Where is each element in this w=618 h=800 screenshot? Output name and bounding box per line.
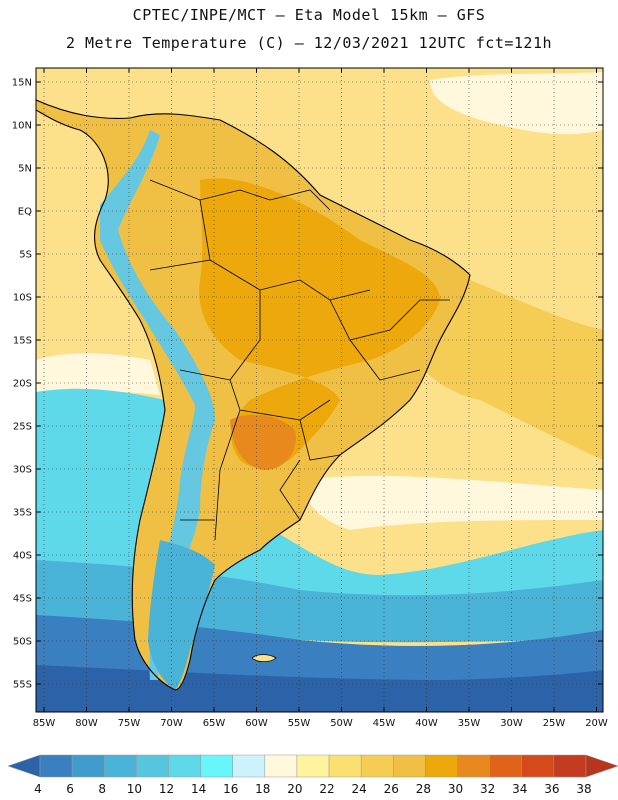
colorbar-swatch: [328, 754, 362, 778]
lat-label: 35S: [13, 508, 32, 519]
andes-cool-strip: [100, 130, 215, 680]
colorbar-swatch: [71, 754, 105, 778]
colorbar-label: 22: [319, 782, 334, 796]
colorbar-label: 30: [448, 782, 463, 796]
colorbar-label: 24: [352, 782, 367, 796]
lat-label: 5N: [18, 164, 32, 175]
colorbar-swatch: [264, 754, 298, 778]
colorbar-swatch: [553, 754, 587, 778]
lon-label: 30W: [500, 718, 523, 729]
lat-label: 10N: [12, 121, 32, 132]
lon-label: 65W: [203, 718, 226, 729]
lat-label: 25S: [13, 422, 32, 433]
cyan-region-west: [36, 388, 170, 520]
lon-label: 50W: [330, 718, 353, 729]
lon-label: 60W: [245, 718, 268, 729]
land-hot-interior: [199, 178, 440, 468]
colorbar-swatch: [103, 754, 137, 778]
colorbar-label: 12: [159, 782, 174, 796]
pale-band-east: [300, 475, 603, 530]
lon-label: 55W: [288, 718, 311, 729]
pale-band-west: [36, 353, 160, 395]
lon-label: 75W: [118, 718, 141, 729]
longitude-labels: 85W 80W 75W 70W 65W 60W 55W 50W 45W 40W 35W 30W 25W 2…: [33, 718, 608, 729]
colorbar-swatch: [39, 754, 73, 778]
lat-label: 50S: [13, 637, 32, 648]
colorbar-swatch: [393, 754, 426, 778]
colorbar-label: 28: [416, 782, 431, 796]
lon-label: 25W: [543, 718, 566, 729]
colorbar-swatch: [200, 754, 233, 778]
lon-label: 80W: [75, 718, 98, 729]
lat-label: 55S: [13, 680, 32, 691]
colorbar-swatch: [425, 754, 458, 778]
graticule: [36, 68, 603, 712]
lat-label: EQ: [18, 207, 32, 218]
lon-label: 45W: [373, 718, 396, 729]
colorbar-label: 16: [223, 782, 238, 796]
colorbar-swatch: [360, 754, 394, 778]
colorbar-labels: 4 6 8 10 12 14 16 18 20 22 24 26 28 30 32 34 36 38: [34, 782, 591, 796]
malvinas-islands: [251, 654, 277, 663]
land-hottest-chaco: [230, 414, 296, 470]
lon-label: 20W: [585, 718, 608, 729]
colorbar-swatch: [489, 754, 523, 778]
coastline: [36, 99, 471, 691]
colorbar-label: 8: [98, 782, 106, 796]
colorbar-label: 10: [127, 782, 142, 796]
title-line-2: 2 Metre Temperature (C) – 12/03/2021 12U…: [65, 34, 553, 52]
lon-label: 85W: [33, 718, 56, 729]
colorbar-label: 4: [34, 782, 42, 796]
colorbar-swatch: [457, 754, 490, 778]
colorbar-label: 14: [191, 782, 206, 796]
temperature-field: [36, 68, 603, 712]
colorbar-swatch: [136, 754, 169, 778]
colorbar-label: 34: [512, 782, 527, 796]
title-line-1: CPTEC/INPE/MCT – Eta Model 15km – GFS: [132, 6, 486, 24]
country-borders: [149, 179, 450, 541]
colorbar-label: 38: [576, 782, 591, 796]
patagonia-cool-region: [148, 540, 215, 690]
lat-label: 20S: [13, 379, 32, 390]
colorbar-swatch: [296, 754, 330, 778]
colorbar-label: 32: [480, 782, 495, 796]
colorbar-label: 18: [255, 782, 270, 796]
lon-label: 70W: [160, 718, 183, 729]
colorbar-label: 26: [384, 782, 399, 796]
lon-label: 35W: [458, 718, 481, 729]
colorbar-low-arrow: [7, 754, 41, 778]
colorbar: [7, 754, 618, 778]
colorbar-label: 36: [544, 782, 559, 796]
lat-label: 40S: [13, 551, 32, 562]
lon-label: 40W: [415, 718, 438, 729]
colorbar-high-arrow: [585, 754, 618, 778]
colorbar-swatch: [232, 754, 266, 778]
lat-label: 10S: [13, 293, 32, 304]
lat-label: 30S: [13, 465, 32, 476]
colorbar-swatch: [521, 754, 555, 778]
colorbar-label: 20: [287, 782, 302, 796]
colorbar-swatch: [168, 754, 201, 778]
lat-label: 15N: [12, 78, 32, 89]
plot-frame: [35, 67, 604, 713]
lat-label: 5S: [19, 250, 32, 261]
lat-label: 45S: [13, 594, 32, 605]
pale-region-northeast: [430, 72, 603, 135]
latitude-labels: 15N 10N 5N EQ 5S 10S 15S 20S 25S 30S 35S 40S 45S 50S 5…: [12, 78, 32, 691]
colorbar-label: 6: [66, 782, 74, 796]
lat-label: 15S: [13, 336, 32, 347]
